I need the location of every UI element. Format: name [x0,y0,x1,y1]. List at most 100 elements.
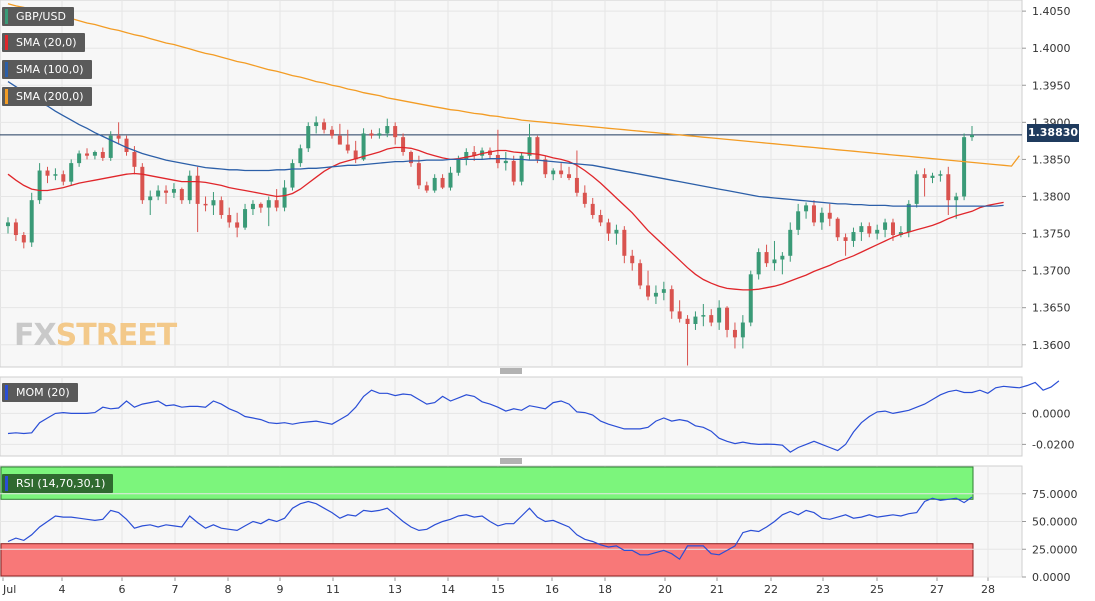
x-tick-label: 20 [658,583,672,596]
splitter-mom-rsi [500,458,522,464]
splitter-main-mom [500,368,522,374]
legend-swatch-sma200 [5,89,8,104]
candle-body [456,159,461,173]
current-price-tag: 1.38830 [1027,124,1079,142]
sma20-line [7,146,1004,291]
x-tick-label: 11 [326,583,340,596]
candle-body [45,170,50,176]
candle-body [567,174,572,178]
candle-body [559,170,564,175]
y-tick-label-mom: 0.0000 [1032,407,1071,420]
legend-label: SMA (100,0) [16,63,84,76]
candle-body [314,122,319,127]
candle-body [772,259,777,264]
x-tick-label: 21 [710,583,724,596]
x-tick-label: 22 [764,583,778,596]
y-tick-label-main: 1.3700 [1032,265,1071,278]
candles [6,116,974,366]
candle-body [92,151,97,156]
candle-body [582,192,587,204]
candle-body [108,135,113,158]
legend-swatch-rsi [5,476,8,491]
legend-label: SMA (20,0) [16,36,77,49]
y-tick-label-rsi: 25.0000 [1032,543,1078,556]
candle-body [867,226,872,234]
candle-body [243,209,248,228]
candle-body [258,203,263,208]
candle-body [53,174,58,176]
candle-body [266,200,271,208]
candle-body [401,137,406,152]
candle-body [503,160,508,164]
candle-body [61,174,66,182]
candle-body [164,190,169,193]
candle-body [851,232,856,241]
candle-body [954,196,959,201]
y-tick-label-rsi: 75.0000 [1032,488,1078,501]
candle-body [6,222,10,227]
candle-body [219,200,224,216]
candle-body [393,126,398,138]
candle-body [37,170,42,201]
candle-body [195,175,200,204]
candle-body [701,315,706,317]
candle-body [464,151,469,160]
legend-label: SMA (200,0) [16,90,84,103]
candle-body [811,205,816,223]
legend-swatch-sma20 [5,35,8,50]
y-tick-label-main: 1.3650 [1032,302,1071,315]
candle-body [77,153,82,164]
pane-mom [0,376,1023,457]
mom-line [7,380,1060,453]
legend-sma100: SMA (100,0) [2,60,92,79]
legend-label: GBP/USD [16,10,66,23]
x-tick-label: 14 [441,583,455,596]
candle-body [13,222,18,236]
candle-body [598,215,603,223]
candle-body [440,177,445,188]
candle-body [677,311,682,319]
candle-body [669,289,674,312]
candle-body [235,222,240,228]
candle-body [282,187,287,208]
legend-swatch-mom [5,385,8,400]
candle-body [930,175,935,178]
legend-rsi: RSI (14,70,30,1) [2,474,114,493]
candle-body [124,138,129,152]
candle-body [211,200,216,206]
candle-body [203,203,208,206]
candle-body [345,144,350,151]
legend-mom: MOM (20) [2,383,78,402]
candle-body [132,151,137,167]
candle-body [859,226,864,233]
candle-body [780,255,785,260]
candle-body [298,148,303,164]
candle-body [819,212,824,223]
candle-body [432,177,437,191]
candle-body [369,133,374,136]
candle-body [661,289,666,293]
legend-swatch-sma100 [5,62,8,77]
y-tick-label-main: 1.4050 [1032,5,1071,18]
candle-body [590,203,595,216]
x-tick-label: 16 [545,583,559,596]
candle-body [511,160,516,182]
candle-body [646,285,651,297]
x-tick-label: 6 [119,583,126,596]
x-tick-label: 9 [277,583,284,596]
candle-body [693,316,698,324]
legend-label: MOM (20) [16,386,70,399]
candle-body [69,163,74,182]
y-tick-label-main: 1.3850 [1032,153,1071,166]
y-tick-label-rsi: 50.0000 [1032,516,1078,529]
candle-body [638,263,643,286]
candle-body [519,155,524,182]
candle-body [156,190,161,197]
candle-body [306,126,311,149]
candle-body [788,229,793,256]
y-tick-label-main: 1.3950 [1032,79,1071,92]
candle-body [100,151,105,158]
watermark-street: STREET [55,318,178,353]
candle-body [361,133,366,160]
